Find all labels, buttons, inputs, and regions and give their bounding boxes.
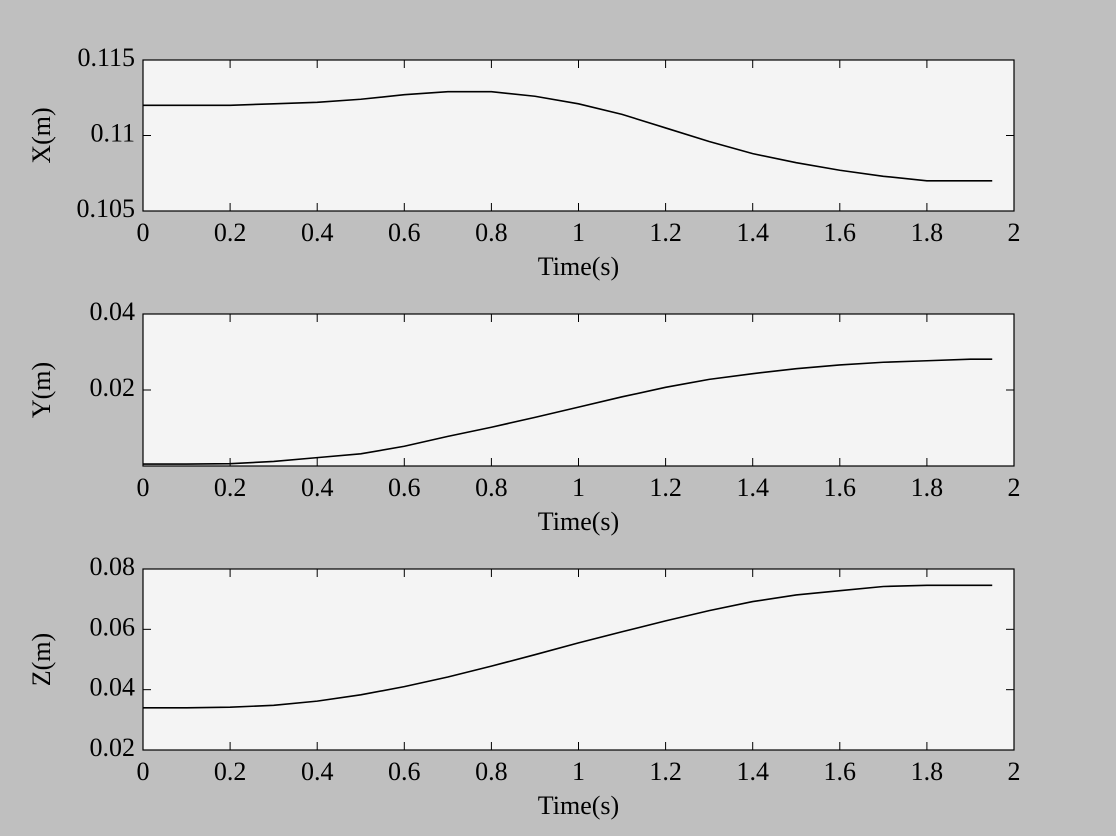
x-tick-label: 1.8 [911, 757, 944, 786]
x-tick-label: 1.4 [736, 473, 769, 502]
plot-area [142, 59, 1015, 212]
x-tick-label: 2 [1008, 218, 1021, 247]
y-axis-label: X(m) [27, 107, 56, 163]
x-tick-label: 0.8 [475, 757, 508, 786]
y-tick-label: 0.06 [90, 612, 136, 641]
plot-area [142, 568, 1015, 751]
x-tick-label: 0.6 [388, 757, 421, 786]
y-tick-label: 0.11 [90, 118, 135, 147]
y-tick-label: 0.04 [90, 673, 136, 702]
x-tick-label: 2 [1008, 757, 1021, 786]
x-tick-label: 1 [572, 473, 585, 502]
x-tick-label: 1 [572, 218, 585, 247]
x-tick-label: 1.6 [824, 473, 857, 502]
y-tick-label: 0.115 [77, 43, 135, 72]
y-tick-label: 0.105 [77, 194, 136, 223]
x-tick-label: 0 [137, 473, 150, 502]
x-axis-label: Time(s) [538, 791, 619, 820]
y-tick-label: 0.02 [90, 733, 136, 762]
x-tick-label: 0.4 [301, 473, 334, 502]
x-tick-label: 1.8 [911, 218, 944, 247]
x-tick-label: 0.2 [214, 757, 247, 786]
y-tick-label: 0.08 [90, 552, 136, 581]
x-tick-label: 2 [1008, 473, 1021, 502]
y-axis-label: Z(m) [27, 633, 56, 686]
x-tick-label: 1.2 [649, 757, 682, 786]
x-tick-label: 0 [137, 757, 150, 786]
x-tick-label: 1 [572, 757, 585, 786]
x-tick-label: 0.4 [301, 757, 334, 786]
y-tick-label: 0.04 [90, 297, 136, 326]
x-tick-label: 1.2 [649, 218, 682, 247]
x-tick-label: 0.6 [388, 473, 421, 502]
x-axis-label: Time(s) [538, 252, 619, 281]
x-tick-label: 0.8 [475, 218, 508, 247]
x-tick-label: 0.6 [388, 218, 421, 247]
x-tick-label: 1.6 [824, 757, 857, 786]
x-tick-label: 1.8 [911, 473, 944, 502]
plot-area [142, 313, 1015, 467]
y-tick-label: 0.02 [90, 373, 136, 402]
x-tick-label: 0.8 [475, 473, 508, 502]
data-line [143, 584, 993, 709]
x-tick-label: 0.2 [214, 218, 247, 247]
data-line [143, 358, 993, 465]
x-tick-label: 1.2 [649, 473, 682, 502]
x-tick-label: 1.4 [736, 757, 769, 786]
x-tick-label: 1.4 [736, 218, 769, 247]
x-tick-label: 1.6 [824, 218, 857, 247]
data-line [143, 90, 993, 182]
x-tick-label: 0 [137, 218, 150, 247]
x-axis-label: Time(s) [538, 507, 619, 536]
y-axis-label: Y(m) [27, 362, 56, 418]
x-tick-label: 0.2 [214, 473, 247, 502]
x-tick-label: 0.4 [301, 218, 334, 247]
